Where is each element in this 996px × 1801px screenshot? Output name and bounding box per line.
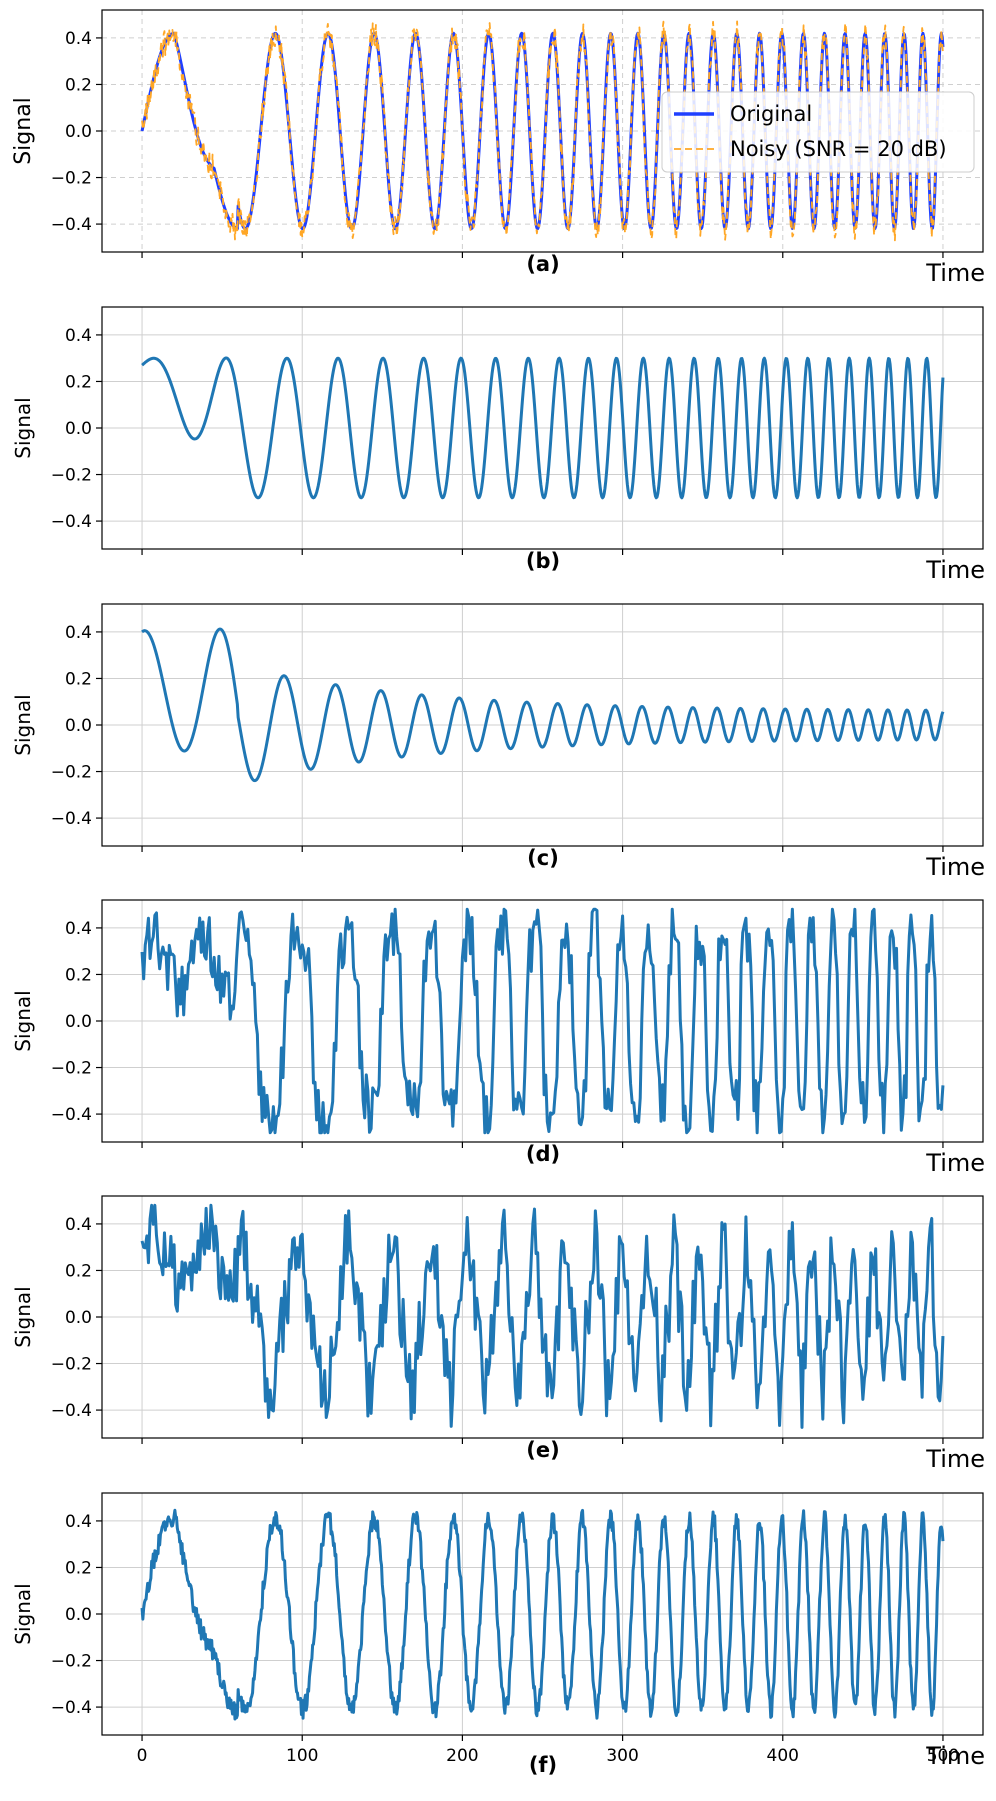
panel-c: −0.4 −0.2 0.0 0.2 0.4 Signal Time (c) — [11, 603, 985, 881]
x-tick-label: 400 — [767, 1746, 799, 1766]
panel-f: −0.4 −0.2 0.0 0.2 0.4 0 100 200 300 400 500 Signal T… — [11, 1492, 985, 1777]
y-tick-label: 0.2 — [65, 1558, 92, 1578]
panel-d: −0.4 −0.2 0.0 0.2 0.4 Signal Time (d) — [11, 899, 985, 1177]
y-tick-label: 0.4 — [65, 919, 92, 939]
y-axis-label: Signal — [11, 97, 36, 165]
y-axis-label: Signal — [11, 990, 35, 1051]
x-axis-label: Time — [925, 1742, 985, 1770]
series-line-reconstruction-f- — [140, 1508, 945, 1721]
legend-entry: Original — [730, 102, 812, 126]
x-axis-label: Time — [925, 1445, 985, 1473]
y-tick-label: −0.4 — [51, 215, 92, 235]
y-tick-label: −0.4 — [51, 1105, 92, 1125]
y-tick-label: 0.4 — [65, 1512, 92, 1532]
panel-e: −0.4 −0.2 0.0 0.2 0.4 Signal Time (e) — [11, 1195, 985, 1473]
y-tick-label: 0.0 — [65, 122, 92, 142]
y-tick-label: 0.0 — [65, 716, 92, 736]
y-axis-label: Signal — [11, 694, 35, 755]
y-tick-label: 0.0 — [65, 1012, 92, 1032]
panel-caption: (f) — [529, 1753, 557, 1777]
y-axis-label: Signal — [11, 1583, 35, 1644]
y-tick-label: −0.2 — [51, 1355, 92, 1375]
y-tick-label: 0.2 — [65, 669, 92, 689]
y-tick-label: 0.0 — [65, 1308, 92, 1328]
series-line-reconstruction-e- — [140, 1203, 945, 1429]
y-tick-label: −0.2 — [51, 1059, 92, 1079]
y-tick-label: 0.2 — [65, 372, 92, 392]
y-tick-label: 0.2 — [65, 1261, 92, 1281]
y-tick-label: −0.4 — [51, 1698, 92, 1718]
y-tick-label: −0.2 — [51, 1652, 92, 1672]
x-tick-label: 100 — [286, 1746, 318, 1766]
y-tick-label: 0.2 — [65, 965, 92, 985]
x-tick-label: 0 — [137, 1746, 148, 1766]
y-axis-label: Signal — [11, 1286, 35, 1347]
y-tick-label: 0.4 — [65, 623, 92, 643]
panel-b: −0.4 −0.2 0.0 0.2 0.4 Signal Time (b) — [11, 306, 985, 584]
x-tick-label: 200 — [446, 1746, 478, 1766]
y-tick-label: 0.4 — [65, 29, 92, 49]
y-tick-label: −0.4 — [51, 1401, 92, 1421]
y-tick-label: −0.2 — [51, 763, 92, 783]
x-axis-label: Time — [925, 853, 985, 881]
y-tick-label: 0.4 — [65, 326, 92, 346]
panel-caption: (d) — [526, 1142, 560, 1166]
x-axis-label: Time — [925, 259, 985, 287]
x-axis-label: Time — [925, 1149, 985, 1177]
panel-caption: (c) — [527, 846, 559, 870]
legend: Original Noisy (SNR = 20 dB) — [661, 91, 975, 173]
y-tick-label: −0.2 — [51, 466, 92, 486]
y-tick-label: −0.4 — [51, 809, 92, 829]
legend-box — [661, 91, 975, 173]
series-line-reconstruction-b- — [141, 356, 945, 500]
y-tick-label: −0.2 — [51, 169, 92, 189]
panel-caption: (a) — [526, 252, 559, 276]
x-tick-label: 500 — [927, 1746, 959, 1766]
y-tick-label: 0.2 — [65, 75, 92, 95]
y-tick-label: 0.0 — [65, 1605, 92, 1625]
legend-entry: Noisy (SNR = 20 dB) — [730, 137, 947, 161]
x-axis-label: Time — [925, 556, 985, 584]
x-tick-label: 300 — [606, 1746, 638, 1766]
y-tick-label: 0.4 — [65, 1215, 92, 1235]
panel-caption: (b) — [526, 549, 560, 573]
series-line-reconstruction-d- — [140, 907, 945, 1135]
y-tick-label: −0.4 — [51, 512, 92, 532]
y-tick-label: 0.0 — [65, 419, 92, 439]
panel-caption: (e) — [526, 1438, 559, 1462]
series-line-reconstruction-c- — [141, 627, 945, 783]
y-axis-label: Signal — [11, 397, 35, 458]
panel-a: −0.4 −0.2 0.0 0.2 0.4 Signal Time (a) Original No… — [11, 9, 985, 287]
